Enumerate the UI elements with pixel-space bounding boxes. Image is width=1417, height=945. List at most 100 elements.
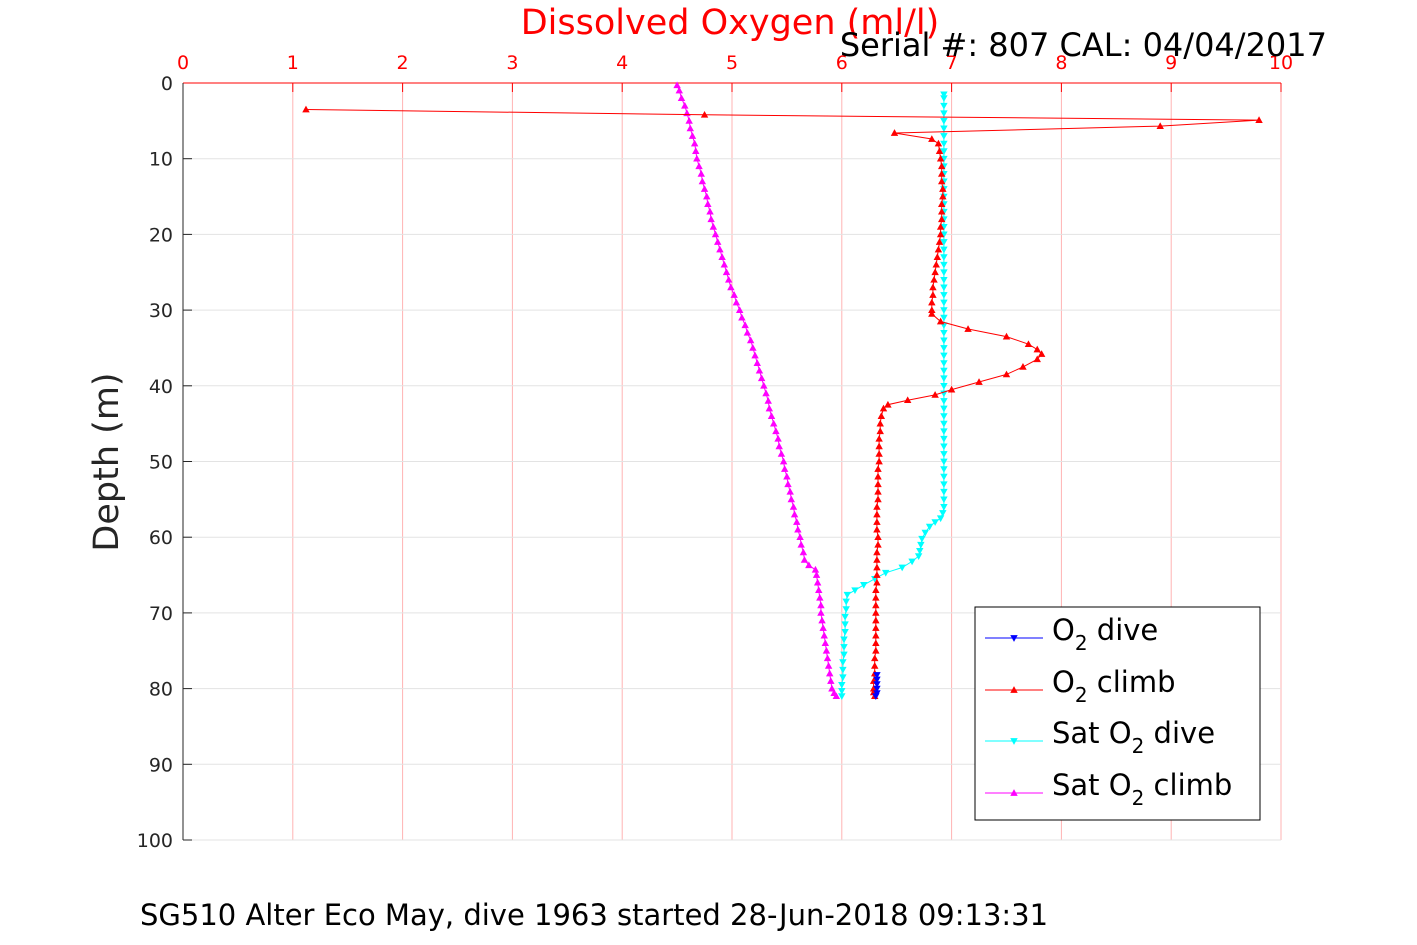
legend-swatch-marker (1010, 686, 1018, 693)
data-point (975, 378, 983, 385)
data-point (873, 503, 881, 510)
data-point (940, 329, 948, 337)
data-point (767, 412, 776, 419)
data-point (755, 366, 764, 374)
data-point (772, 427, 780, 435)
legend-label: Sat O2 climb (1052, 768, 1232, 810)
data-point (838, 688, 846, 695)
data-point (940, 276, 948, 284)
data-point (839, 666, 847, 674)
data-point (774, 434, 782, 442)
data-point (875, 442, 883, 450)
data-point (1037, 350, 1046, 357)
y-tick-label: 90 (149, 754, 173, 776)
data-point (940, 360, 948, 367)
data-point (1002, 370, 1011, 378)
data-point (875, 434, 883, 442)
data-point (707, 215, 715, 223)
y-tick-label: 40 (149, 376, 173, 398)
data-point (940, 443, 948, 451)
legend-item: O2 dive (985, 613, 1158, 655)
data-point (838, 693, 846, 700)
data-point (940, 458, 948, 466)
data-point (940, 473, 948, 481)
data-point (936, 223, 945, 230)
data-point (711, 230, 720, 238)
data-point (940, 398, 948, 405)
data-point (817, 609, 825, 616)
legend-box (974, 606, 1261, 821)
data-point (940, 269, 948, 277)
data-point (918, 535, 926, 543)
data-point (760, 381, 768, 389)
data-point (841, 613, 849, 621)
data-point (930, 276, 938, 283)
x-tick-label: 10 (1269, 52, 1293, 74)
y-tick-label: 60 (149, 527, 173, 549)
data-point (716, 245, 724, 253)
x-tick-label: 4 (616, 52, 628, 74)
data-point (931, 391, 939, 398)
data-point (940, 345, 948, 352)
data-point (874, 495, 882, 503)
data-point (940, 352, 948, 360)
data-point (940, 261, 948, 269)
data-point (936, 154, 945, 162)
data-point (813, 578, 822, 586)
data-point (938, 177, 946, 185)
data-point (874, 487, 882, 495)
data-point (873, 571, 881, 578)
data-point (840, 651, 848, 659)
data-point (709, 223, 718, 230)
data-point (940, 292, 948, 299)
data-point (874, 480, 882, 488)
data-point (823, 654, 832, 662)
data-point (840, 644, 848, 651)
data-point (700, 110, 709, 118)
data-point (751, 351, 759, 359)
dive-info-footer: SG510 Alter Eco May, dive 1963 started 2… (140, 898, 1049, 932)
data-point (931, 268, 939, 276)
data-point (940, 382, 948, 390)
data-point (824, 662, 833, 669)
data-point (816, 593, 824, 601)
data-point (777, 450, 786, 457)
legend-label: O2 climb (1052, 665, 1176, 707)
data-point (784, 480, 792, 488)
x-tick-label: 6 (836, 52, 848, 74)
data-point (874, 465, 882, 472)
data-point (947, 385, 956, 393)
legend-swatch-marker (1010, 635, 1018, 642)
data-point (1033, 345, 1041, 353)
data-point (940, 314, 948, 322)
data-point (940, 496, 948, 504)
data-point (940, 307, 948, 314)
data-point (789, 503, 798, 510)
y-axis-label: Depth (m) (87, 372, 127, 551)
data-point (938, 162, 946, 170)
data-point (765, 404, 774, 412)
data-point (302, 105, 310, 113)
data-point (793, 518, 801, 525)
data-point (842, 606, 850, 613)
data-point (874, 540, 882, 548)
data-point (936, 230, 945, 238)
y-tick-label: 30 (149, 300, 173, 322)
data-point (1019, 363, 1027, 370)
data-point (700, 185, 709, 192)
data-point (677, 94, 686, 101)
data-point (940, 125, 948, 133)
data-point (877, 412, 886, 419)
data-point (890, 129, 899, 136)
data-point (800, 556, 809, 563)
data-point (873, 563, 881, 571)
data-point (790, 510, 799, 518)
data-point (935, 238, 944, 245)
data-point (703, 192, 711, 200)
legend-swatch-marker (1010, 789, 1018, 796)
data-point (939, 192, 947, 200)
legend-label: Sat O2 dive (1052, 716, 1215, 758)
data-point (693, 154, 701, 162)
data-point (838, 681, 846, 689)
